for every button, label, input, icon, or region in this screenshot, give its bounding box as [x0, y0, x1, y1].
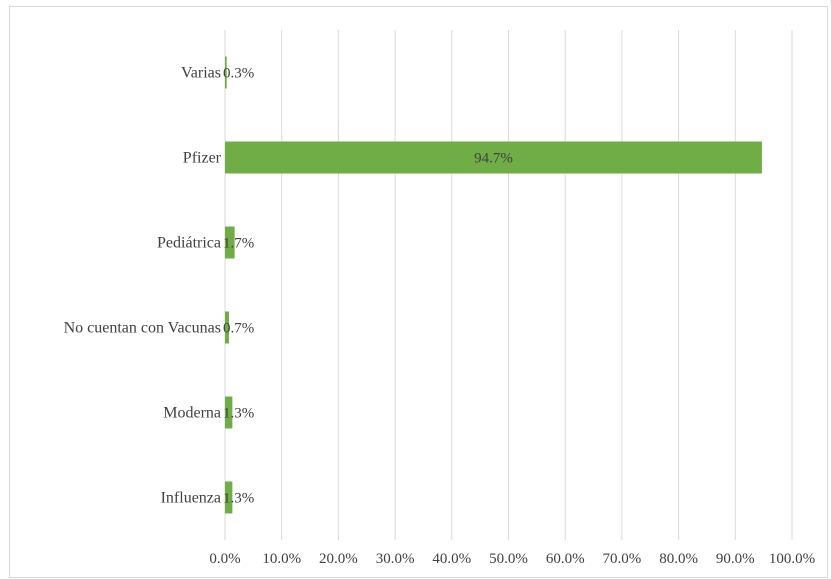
category-label: Influenza: [161, 490, 221, 507]
data-label: 0.3%: [223, 66, 254, 82]
bar: [225, 226, 235, 259]
chart-frame: [9, 6, 828, 578]
x-tick-label: 70.0%: [603, 551, 642, 567]
x-tick-label: 60.0%: [546, 551, 585, 567]
gridlines: [224, 30, 793, 540]
x-tick-label: 20.0%: [319, 551, 358, 567]
category-label: Pfizer: [183, 150, 222, 167]
x-tick-labels: 0.0% 10.0% 20.0% 30.0% 40.0% 50.0% 60.0% 70.0% 8…: [209, 551, 815, 567]
category-label: Varias: [181, 65, 221, 82]
bar: [225, 56, 227, 89]
x-tick-label: 40.0%: [432, 551, 471, 567]
bar: [225, 481, 233, 514]
data-label: 1.3%: [223, 491, 254, 507]
x-tick-label: 30.0%: [376, 551, 415, 567]
x-tick-label: 50.0%: [489, 551, 528, 567]
category-label: No cuentan con Vacunas: [64, 320, 221, 337]
x-tick-label: 0.0%: [209, 551, 240, 567]
data-label: 94.7%: [474, 151, 513, 167]
data-labels: 0.3% 94.7% 1.7% 0.7% 1.3% 1.3%: [223, 66, 513, 507]
data-label: 1.3%: [223, 406, 254, 422]
bar: [225, 311, 229, 344]
x-tick-label: 10.0%: [262, 551, 301, 567]
bar: [225, 396, 233, 429]
x-tick-label: 90.0%: [716, 551, 755, 567]
bar: [225, 141, 762, 174]
data-label: 0.7%: [223, 321, 254, 337]
category-labels: Varias Pfizer Pediátrica No cuentan con Vac…: [64, 65, 222, 507]
category-label: Moderna: [163, 405, 221, 422]
bars: [225, 56, 762, 514]
x-tick-label: 100.0%: [769, 551, 815, 567]
category-label: Pediátrica: [157, 235, 221, 252]
data-label: 1.7%: [223, 236, 254, 252]
x-tick-label: 80.0%: [659, 551, 698, 567]
